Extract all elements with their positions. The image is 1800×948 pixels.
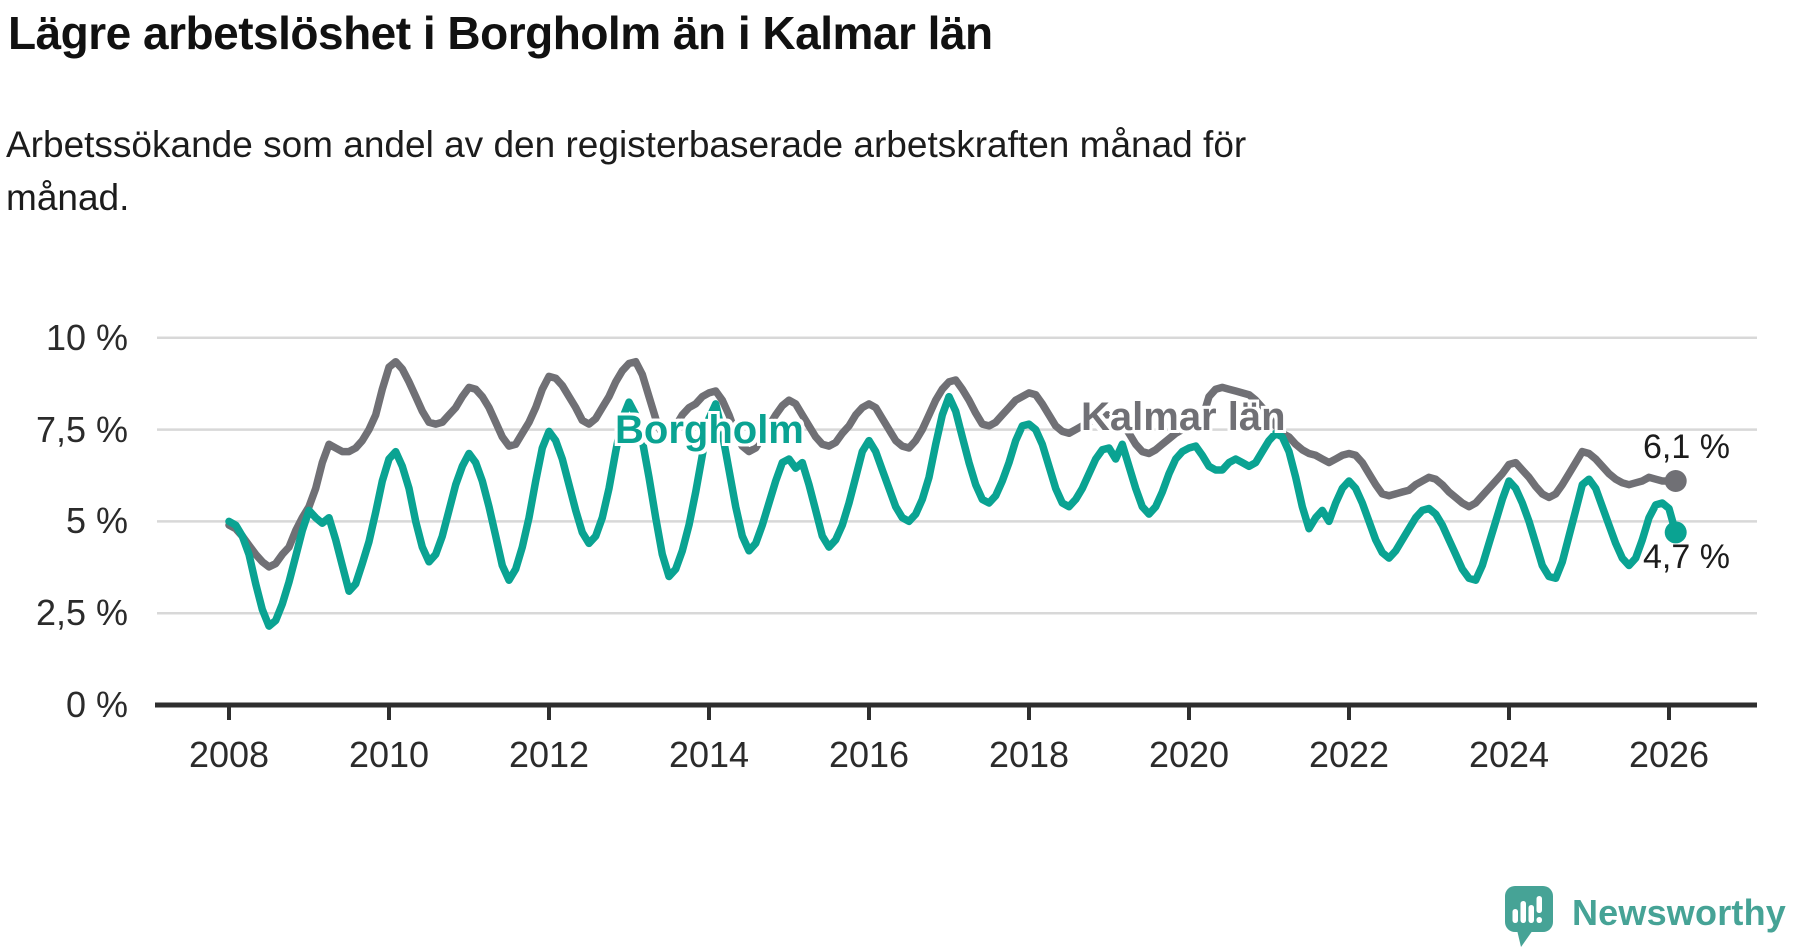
- x-axis-label-2020: 2020: [1148, 734, 1230, 775]
- branding-name: Newsworthy: [1571, 892, 1786, 933]
- series-label-borgholm: Borgholm: [615, 408, 804, 452]
- branding: Newsworthy: [1504, 878, 1786, 948]
- y-axis-label-5: 5 %: [65, 500, 128, 542]
- end-dot-borgholm: [1664, 521, 1687, 544]
- x-axis-label-2018: 2018: [988, 734, 1070, 775]
- x-axis-label-2026: 2026: [1628, 734, 1710, 775]
- x-axis-label-2024: 2024: [1468, 734, 1550, 775]
- x-axis-label-2016: 2016: [828, 734, 910, 775]
- x-axis-label-2008: 2008: [188, 734, 270, 775]
- line-borgholm: [225, 392, 1680, 630]
- y-axis-label-7.5: 7,5 %: [35, 408, 128, 450]
- y-axis-label-10: 10 %: [45, 316, 128, 358]
- series-label-kalmar: Kalmar län: [1081, 395, 1286, 439]
- x-axis-label-2022: 2022: [1308, 734, 1390, 775]
- line-kalmar-l-n: [225, 357, 1680, 571]
- x-axis-label-2014: 2014: [668, 734, 750, 775]
- y-axis-label-0: 0 %: [65, 684, 128, 725]
- end-dot-kalmar-l-n: [1664, 470, 1687, 492]
- newsworthy-logo-icon: [1504, 886, 1553, 947]
- chart-subtitle: Arbetssökande som andel av den registerb…: [6, 118, 1246, 224]
- y-axis-label-2.5: 2,5 %: [35, 592, 128, 634]
- x-axis-label-2012: 2012: [508, 734, 590, 775]
- end-value-label-borgholm: 4,7 %: [1643, 538, 1730, 576]
- x-axis-label-2010: 2010: [348, 734, 430, 775]
- chart-subtitle-line2: månad.: [6, 177, 130, 218]
- end-value-label-kalmar: 6,1 %: [1643, 428, 1730, 466]
- chart-title: Lägre arbetslöshet i Borgholm än i Kalma…: [8, 7, 993, 59]
- chart-subtitle-line1: Arbetssökande som andel av den registerb…: [6, 124, 1247, 165]
